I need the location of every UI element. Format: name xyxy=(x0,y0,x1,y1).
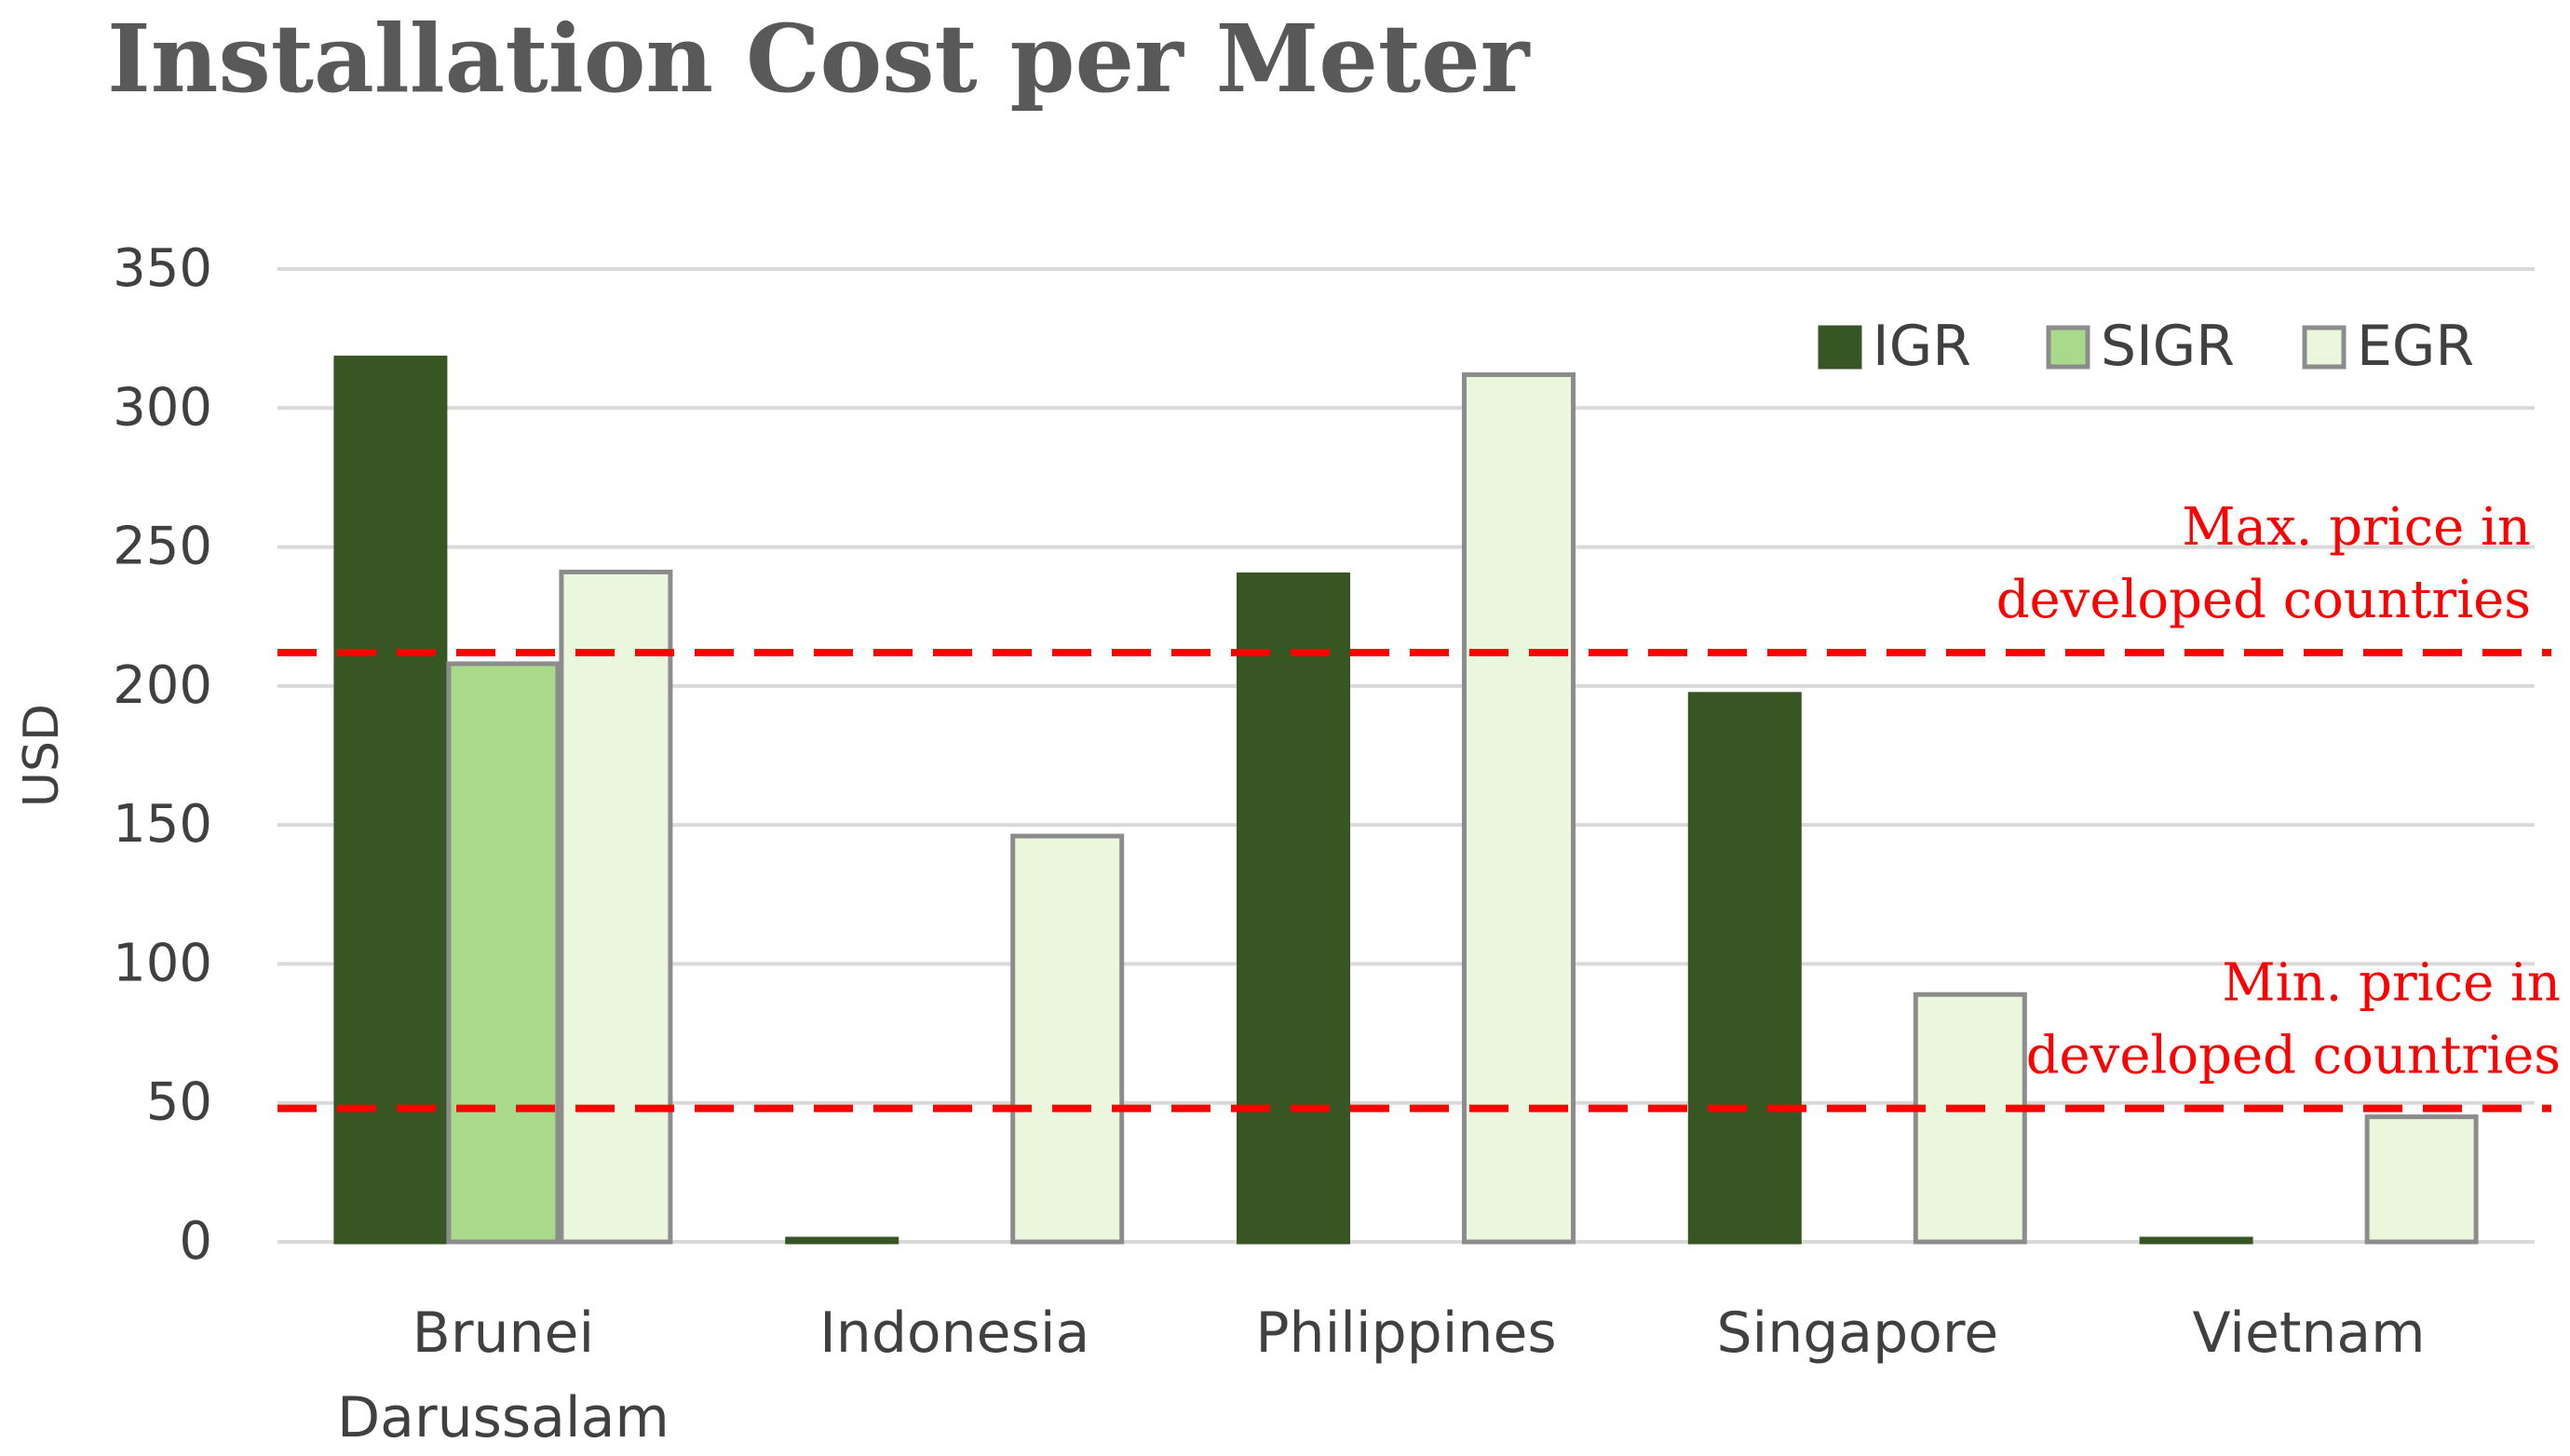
y-tick-label: 300 xyxy=(113,377,212,438)
y-tick-label: 200 xyxy=(113,655,212,716)
y-tick-label: 150 xyxy=(113,794,212,855)
x-category-label: Indonesia xyxy=(819,1301,1089,1366)
bar-sigr-0 xyxy=(446,661,561,1245)
y-tick-label: 0 xyxy=(179,1211,212,1272)
bar-igr-3 xyxy=(1687,692,1802,1245)
reference-line-label: Max. price in xyxy=(2182,497,2531,558)
y-tick-label: 50 xyxy=(146,1072,212,1133)
bar-igr-0 xyxy=(333,356,448,1245)
legend: IGR SIGR EGR xyxy=(1818,314,2474,379)
legend-swatch-egr xyxy=(2302,325,2347,370)
legend-label-igr: IGR xyxy=(1873,314,1971,379)
legend-swatch-sigr xyxy=(2046,325,2090,370)
chart-title: Installation Cost per Meter xyxy=(107,4,1531,114)
bar-igr-1 xyxy=(785,1236,900,1245)
x-category-label: Vietnam xyxy=(2193,1301,2426,1366)
x-category-label: Darussalam xyxy=(337,1385,670,1450)
bar-egr-4 xyxy=(2364,1114,2479,1245)
bar-egr-0 xyxy=(559,569,673,1245)
x-axis-categories: Brunei Darussalam Indonesia Philippines Sing… xyxy=(337,1301,2426,1450)
bar-igr-4 xyxy=(2139,1236,2253,1245)
reference-line-label: Min. price in xyxy=(2222,953,2561,1014)
x-category-label: Philippines xyxy=(1255,1301,1556,1366)
y-tick-label: 250 xyxy=(113,517,212,577)
reference-line-label: developed countries xyxy=(1996,570,2531,630)
bars xyxy=(333,356,2479,1245)
bar-egr-2 xyxy=(1462,371,1576,1245)
legend-label-sigr: SIGR xyxy=(2101,314,2235,379)
x-category-label: Brunei xyxy=(413,1301,594,1366)
reference-line-label: developed countries xyxy=(2026,1026,2561,1086)
y-axis-ticks: 0 50 100 150 200 250 300 350 xyxy=(113,238,212,1272)
reference-lines: Max. price in developed countries Min. pri… xyxy=(277,497,2561,1112)
bar-egr-1 xyxy=(1010,833,1125,1245)
y-axis-label: USD xyxy=(14,704,70,807)
bar-igr-2 xyxy=(1237,572,1350,1245)
bar-egr-3 xyxy=(1913,991,2027,1245)
legend-swatch-igr xyxy=(1818,325,1862,370)
y-tick-label: 100 xyxy=(113,933,212,993)
x-category-label: Singapore xyxy=(1716,1301,1998,1366)
legend-label-egr: EGR xyxy=(2357,314,2474,379)
y-tick-label: 350 xyxy=(113,238,212,299)
